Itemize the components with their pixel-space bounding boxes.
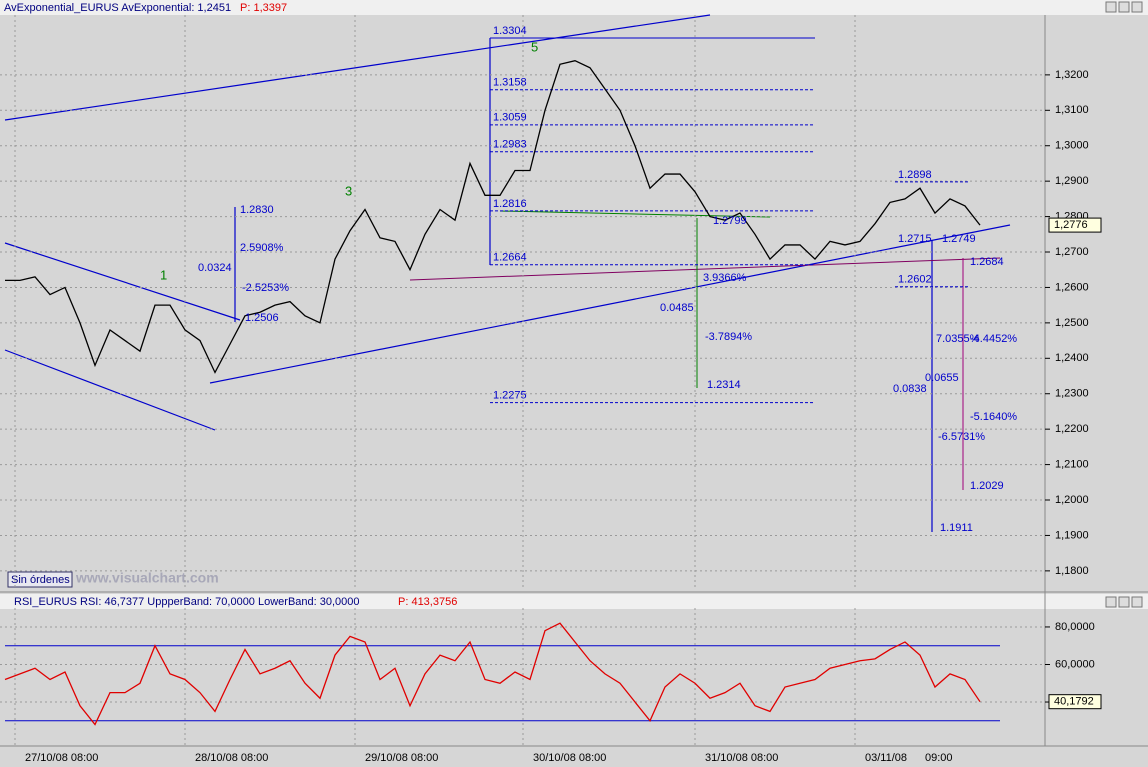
trend-line [499,210,771,218]
y-tick-label: 1,2700 [1055,246,1089,258]
last-value-label: 40,1792 [1054,696,1094,708]
orders-button-label[interactable]: Sin órdenes [11,574,70,586]
annotation: 1.2715 [898,233,932,245]
max-button[interactable] [1118,596,1130,608]
close-button[interactable] [1131,1,1143,13]
y-tick-label: 1,2100 [1055,458,1089,470]
price-line [5,60,981,374]
fib-label: 1.3158 [493,77,527,89]
last-value-label: 1,2776 [1054,219,1088,231]
annotation: 1.2749 [942,233,976,245]
watermark: www.visualchart.com [75,570,219,586]
x-tick-label: 03/11/08 [865,752,907,764]
trend-line [4,242,241,321]
header: RSI_EURUS RSI: 46,7377 UppperBand: 70,00… [14,596,360,608]
annotation: 7.0355% [936,333,980,345]
min-button[interactable] [1105,596,1117,608]
y-tick-label: 1,2400 [1055,352,1089,364]
header-bar [0,0,1148,15]
annotation: 0.0838 [893,383,927,395]
fib-label: 1.2898 [898,169,932,181]
trend-lines [4,14,1011,532]
fib-label: 1.2275 [493,389,527,401]
annotation: -5.1640% [970,411,1017,423]
price-line [4,622,981,726]
close-button[interactable] [1131,596,1143,608]
x-tick-label: 28/10/08 08:00 [195,752,268,764]
trend-line [4,14,711,121]
annotation: 1.1911 [940,522,973,534]
y-tick-label: 1,3200 [1055,69,1089,81]
header-bar [0,594,1148,609]
annotation: 3 [345,183,352,198]
annotation: 2.5908% [240,242,284,254]
annotation: -2.5253% [242,282,289,294]
y-tick-label: 1,1800 [1055,565,1089,577]
annotation: 3.9366% [703,272,747,284]
trend-line [409,257,1001,281]
header: AvExponential_EURUS AvExponential: 1,245… [4,2,231,14]
fib-label: 1.2816 [493,198,527,210]
last-value-box [1048,694,1102,710]
annotation: 0.0655 [925,372,959,384]
y-tick-label: 60,0000 [1055,658,1095,670]
y-tick-label: 1,2000 [1055,494,1089,506]
y-tick-label: 1,3100 [1055,104,1089,116]
trend-line [4,349,216,431]
max-button[interactable] [1118,1,1130,13]
annotation: 1.2799 [713,215,747,227]
window-buttons[interactable] [1105,1,1143,608]
last-value-box [1048,217,1102,233]
y-tick-label: 1,2600 [1055,281,1089,293]
y-tick-label: 1,2300 [1055,388,1089,400]
annotation: 1 [160,267,167,282]
annotation: 0.0324 [198,262,232,274]
y-tick-label: 1,3000 [1055,140,1089,152]
fib-label: 1.2983 [493,139,527,151]
annotation: -4.4452% [970,333,1017,345]
annotation: 1.2314 [707,379,741,391]
fib-label: 1.2602 [898,274,932,286]
annotation: 1.2684 [970,256,1004,268]
annotation: -3.7894% [705,331,752,343]
annotation: 5 [531,39,538,54]
y-tick-label: 80,0000 [1055,621,1095,633]
annotation: -6.5731% [938,431,985,443]
annotation: 1.2506 [245,312,279,324]
header: P: 413,3756 [398,596,457,608]
y-tick-label: 1,2900 [1055,175,1089,187]
annotation: 0.0485 [660,302,694,314]
x-tick-label: 27/10/08 08:00 [25,752,98,764]
annotation: 1.2029 [970,480,1004,492]
y-tick-label: 1,1900 [1055,529,1089,541]
annotation: 1.2830 [240,204,274,216]
fib-label: 1.3059 [493,112,527,124]
x-tick-label: 09:00 [925,752,953,764]
y-tick-label: 1,2200 [1055,423,1089,435]
fib-label: 1.2664 [493,252,527,264]
x-tick-label: 30/10/08 08:00 [533,752,606,764]
x-tick-label: 29/10/08 08:00 [365,752,438,764]
trend-line [209,224,1011,384]
x-tick-label: 31/10/08 08:00 [705,752,778,764]
min-button[interactable] [1105,1,1117,13]
orders-button[interactable] [7,571,73,588]
y-tick-label: 1,2500 [1055,317,1089,329]
fib-label: 1.3304 [493,25,527,37]
header: P: 1,3397 [240,2,287,14]
